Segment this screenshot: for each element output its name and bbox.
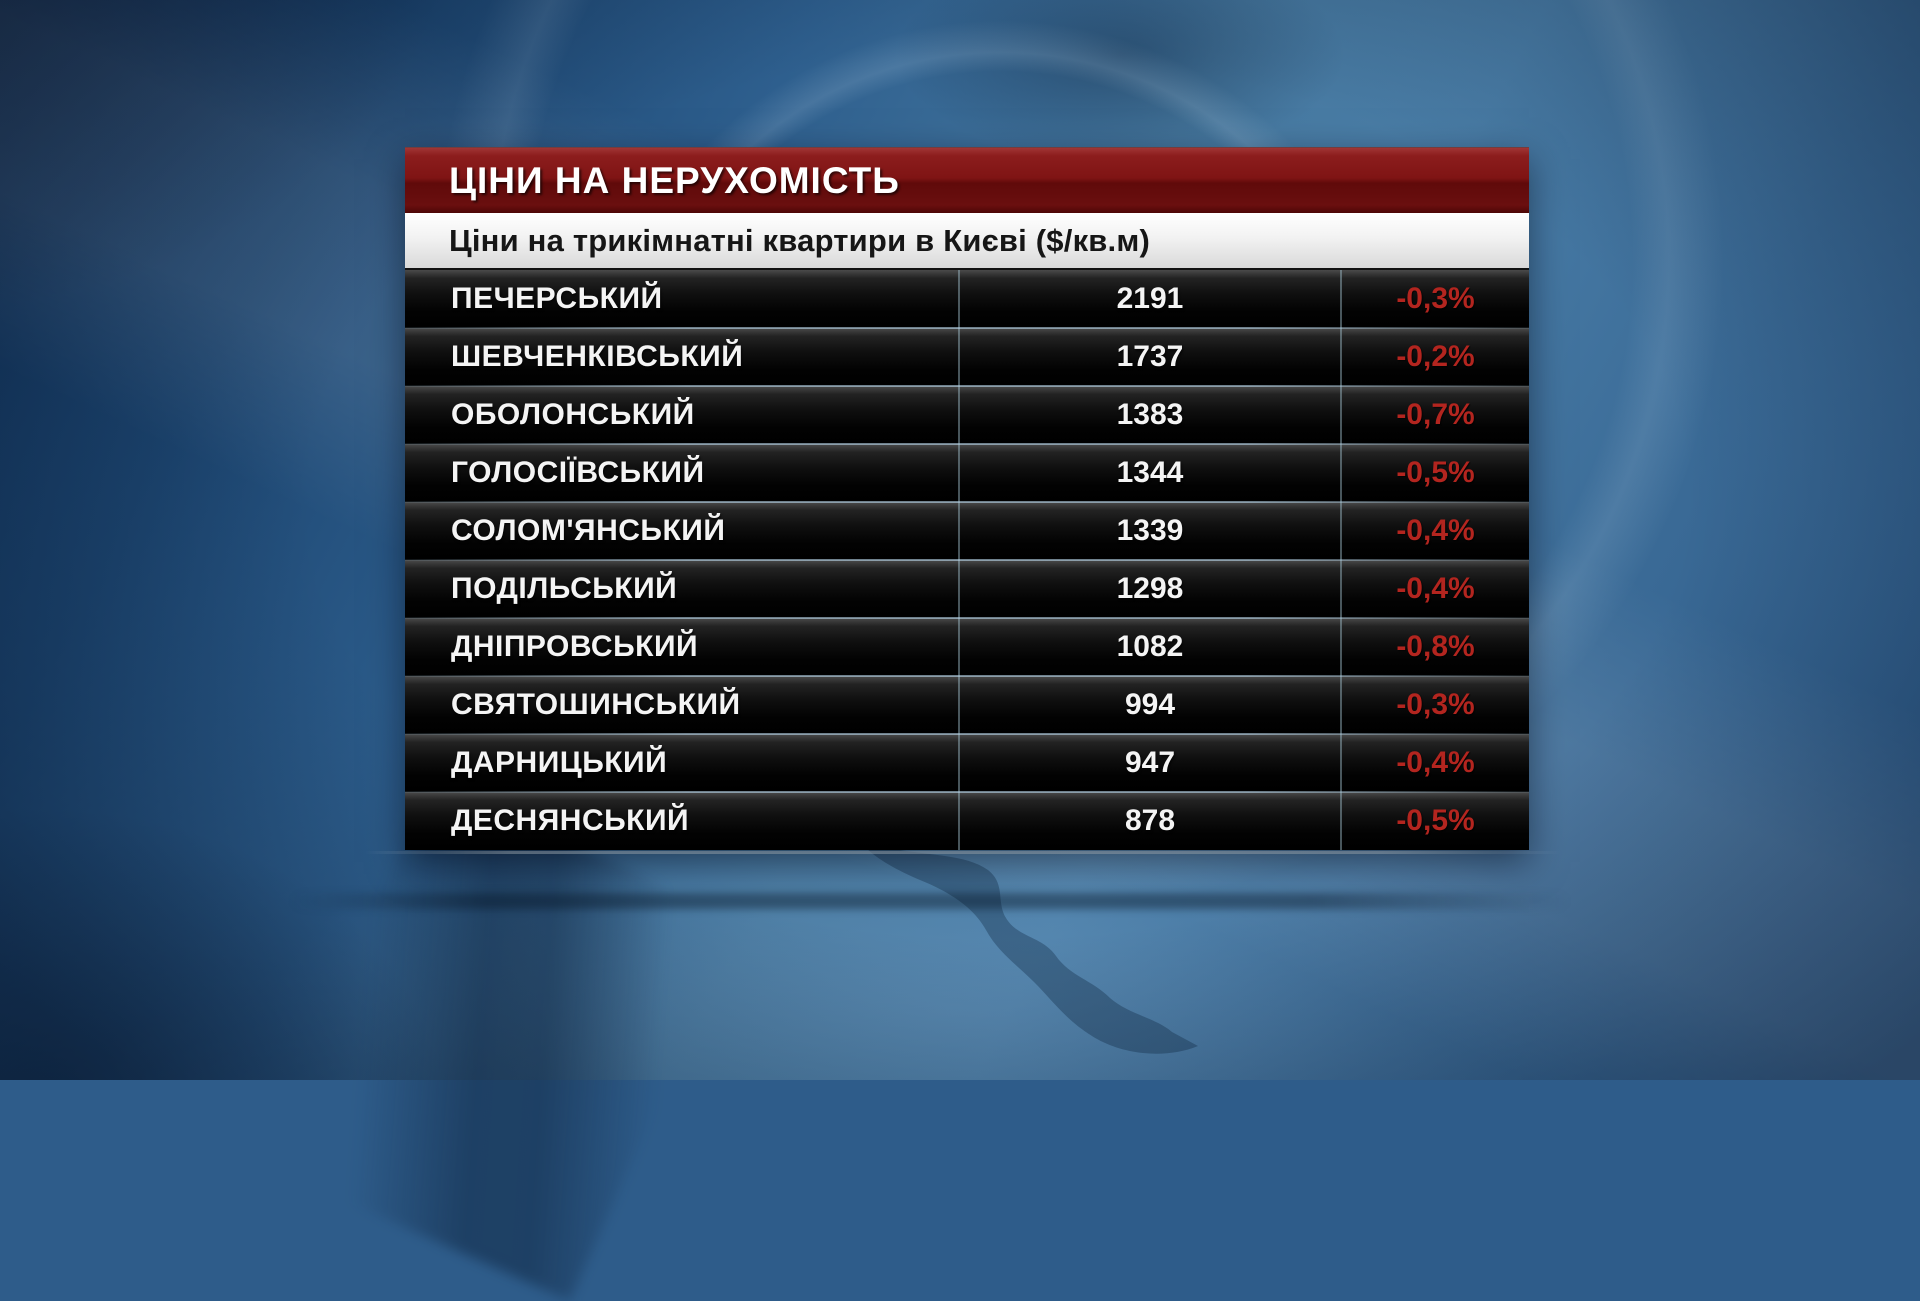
map-silhouette [860, 840, 1198, 1054]
table-row: ДЕСНЯНСЬКИЙ 878 -0,5% [405, 791, 1529, 850]
district-change: -0,3% [1340, 676, 1529, 734]
panel-title: ЦІНИ НА НЕРУХОМІСТЬ [449, 159, 900, 201]
district-name: ДНІПРОВСЬКИЙ [451, 630, 699, 663]
district-price: 1339 [958, 502, 1340, 560]
district-price: 1082 [958, 618, 1340, 676]
district-change: -0,2% [1340, 328, 1529, 386]
district-name: СОЛОМ'ЯНСЬКИЙ [451, 514, 726, 547]
table-row: ПОДІЛЬСЬКИЙ 1298 -0,4% [405, 559, 1529, 618]
table-row: ПЕЧЕРСЬКИЙ 2191 -0,3% [405, 270, 1529, 328]
district-change: -0,3% [1340, 270, 1529, 328]
table-row: СВЯТОШИНСЬКИЙ 994 -0,3% [405, 675, 1529, 734]
table-row: ОБОЛОНСЬКИЙ 1383 -0,7% [405, 385, 1529, 444]
district-name: ПЕЧЕРСЬКИЙ [451, 282, 663, 315]
district-price: 947 [958, 734, 1340, 792]
district-change: -0,7% [1340, 386, 1529, 444]
panel-subtitle: Ціни на трикімнатні квартири в Києві ($/… [449, 222, 1151, 258]
table-row: ДНІПРОВСЬКИЙ 1082 -0,8% [405, 617, 1529, 676]
district-price: 1344 [958, 444, 1340, 502]
district-change: -0,4% [1340, 560, 1529, 618]
district-price: 994 [958, 676, 1340, 734]
district-name: СВЯТОШИНСЬКИЙ [451, 688, 741, 721]
district-change: -0,5% [1340, 444, 1529, 502]
table-row: ГОЛОСІЇВСЬКИЙ 1344 -0,5% [405, 443, 1529, 502]
panel-subheader-bar: Ціни на трикімнатні квартири в Києві ($/… [405, 213, 1529, 270]
table-row: ДАРНИЦЬКИЙ 947 -0,4% [405, 733, 1529, 792]
district-change: -0,5% [1340, 792, 1529, 850]
panel-header-bar: ЦІНИ НА НЕРУХОМІСТЬ [405, 147, 1529, 213]
district-name: ГОЛОСІЇВСЬКИЙ [451, 456, 705, 489]
district-name: ПОДІЛЬСЬКИЙ [451, 572, 678, 605]
real-estate-panel: ЦІНИ НА НЕРУХОМІСТЬ Ціни на трикімнатні … [405, 147, 1529, 850]
district-price: 878 [958, 792, 1340, 850]
district-name: ШЕВЧЕНКІВСЬКИЙ [451, 340, 744, 373]
district-change: -0,4% [1340, 734, 1529, 792]
district-name: ДЕСНЯНСЬКИЙ [451, 804, 690, 837]
district-change: -0,4% [1340, 502, 1529, 560]
district-name: ДАРНИЦЬКИЙ [451, 746, 668, 779]
price-table: ПЕЧЕРСЬКИЙ 2191 -0,3% ШЕВЧЕНКІВСЬКИЙ 173… [405, 270, 1529, 850]
table-row: СОЛОМ'ЯНСЬКИЙ 1339 -0,4% [405, 501, 1529, 560]
district-name: ОБОЛОНСЬКИЙ [451, 398, 695, 431]
backdrop-highlight-line [365, 851, 1560, 854]
table-row: ШЕВЧЕНКІВСЬКИЙ 1737 -0,2% [405, 327, 1529, 386]
district-price: 1737 [958, 328, 1340, 386]
backdrop-shadow-line [290, 893, 1570, 909]
district-price: 2191 [958, 270, 1340, 328]
district-price: 1298 [958, 560, 1340, 618]
district-change: -0,8% [1340, 618, 1529, 676]
district-price: 1383 [958, 386, 1340, 444]
